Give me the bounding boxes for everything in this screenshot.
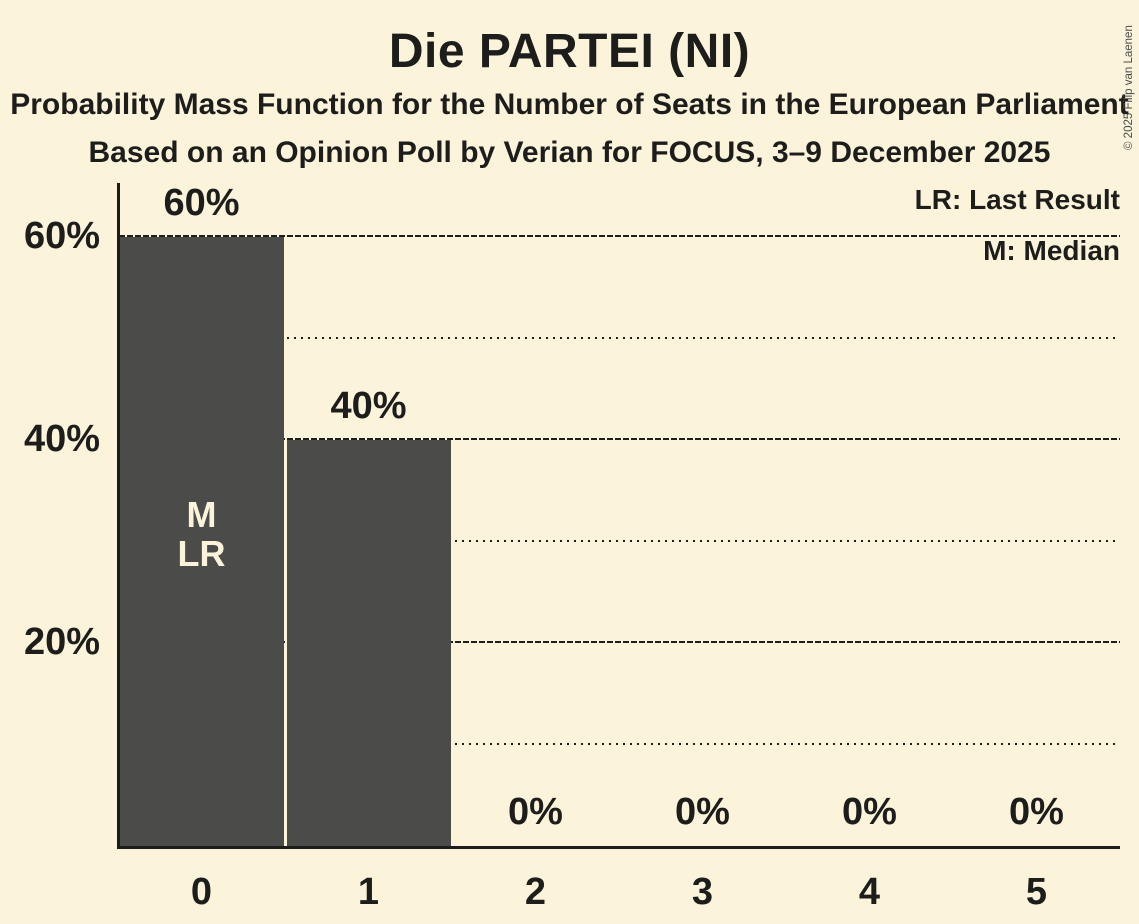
bar-value-label-4: 0%	[842, 791, 897, 833]
bar-seats-0	[119, 237, 284, 846]
legend-last-result: LR: Last Result	[914, 184, 1120, 215]
bar-seats-1	[286, 440, 451, 846]
x-tick-label-5: 5	[1025, 871, 1048, 913]
major-gridline-20	[119, 641, 1120, 643]
x-tick-label-0: 0	[190, 871, 213, 913]
y-tick-label-60: 60%	[23, 215, 100, 257]
chart-poll-info: Based on an Opinion Poll by Verian for F…	[88, 136, 1051, 169]
bar-annotation-median-last-result: M LR	[177, 494, 226, 574]
bar-value-label-1: 40%	[330, 385, 407, 427]
copyright-notice: © 2025 Filip van Laenen	[1123, 25, 1135, 150]
minor-gridline-10	[119, 742, 1120, 745]
legend-median: M: Median	[983, 235, 1120, 266]
y-axis-line	[117, 183, 120, 849]
bar-value-label-2: 0%	[508, 791, 563, 833]
y-tick-label-40: 40%	[23, 418, 100, 460]
x-axis-line	[117, 846, 1120, 849]
minor-gridline-50	[119, 336, 1120, 339]
chart-title: Die PARTEI (NI)	[388, 25, 751, 78]
x-tick-label-4: 4	[858, 871, 881, 913]
bar-value-label-0: 60%	[163, 182, 240, 224]
bar-value-label-3: 0%	[675, 791, 730, 833]
major-gridline-40	[119, 438, 1120, 440]
y-tick-label-20: 20%	[23, 621, 100, 663]
major-gridline-60	[119, 235, 1120, 237]
x-tick-label-2: 2	[524, 871, 547, 913]
minor-gridline-30	[119, 539, 1120, 542]
chart-subtitle: Probability Mass Function for the Number…	[10, 88, 1129, 121]
x-tick-label-3: 3	[691, 871, 714, 913]
bar-value-label-5: 0%	[1009, 791, 1064, 833]
x-tick-label-1: 1	[357, 871, 380, 913]
